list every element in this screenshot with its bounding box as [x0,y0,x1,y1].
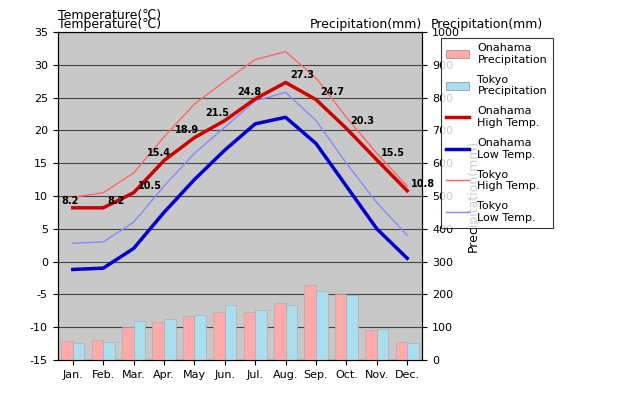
Bar [134,321,145,360]
Bar [365,330,377,360]
Text: 10.8: 10.8 [412,178,435,188]
Bar [305,284,316,360]
Text: 21.5: 21.5 [205,108,229,118]
Tokyo
High Temp. [191,102,198,106]
Text: Temperature(℃): Temperature(℃) [58,18,161,31]
Text: 15.4: 15.4 [147,148,172,158]
Text: Temperature(℃): Temperature(℃) [58,9,161,22]
Onahama
High Temp. [252,96,259,101]
Onahama
Low Temp. [130,246,138,251]
Onahama
High Temp. [69,206,77,210]
Onahama
Low Temp. [312,141,320,146]
Bar [396,342,407,360]
Onahama
High Temp. [221,118,228,123]
Bar [73,343,84,360]
Onahama
Low Temp. [99,266,107,270]
Bar [195,315,206,360]
Onahama
High Temp. [282,80,289,85]
Onahama
Low Temp. [191,177,198,182]
Tokyo
High Temp. [252,57,259,62]
Bar [377,330,388,360]
Tokyo
Low Temp. [221,125,228,130]
Bar [92,340,103,360]
Onahama
High Temp. [160,158,168,163]
Tokyo
High Temp. [403,184,411,188]
Bar [183,316,195,360]
Bar [164,319,175,360]
Tokyo
High Temp. [221,79,228,84]
Tokyo
High Temp. [69,195,77,200]
Tokyo
Low Temp. [312,118,320,123]
Text: 24.8: 24.8 [237,87,261,97]
Text: 18.9: 18.9 [175,126,199,136]
Tokyo
High Temp. [99,190,107,195]
Text: 8.2: 8.2 [61,196,79,206]
Tokyo
Low Temp. [282,90,289,95]
Bar [255,310,267,360]
Tokyo
Low Temp. [373,200,381,205]
Tokyo
Low Temp. [191,151,198,156]
Onahama
High Temp. [130,190,138,195]
Text: Precipitation(mm): Precipitation(mm) [430,18,543,31]
Tokyo
Low Temp. [160,184,168,188]
Onahama
Low Temp. [342,184,350,188]
Bar [122,327,134,360]
Text: 20.3: 20.3 [351,116,374,126]
Bar [225,305,236,360]
Legend: Onahama
Precipitation, Tokyo
Precipitation, Onahama
High Temp., Onahama
Low Temp: Onahama Precipitation, Tokyo Precipitati… [441,38,553,228]
Text: 24.7: 24.7 [320,88,344,98]
Onahama
Low Temp. [69,267,77,272]
Text: Precipitation(mm): Precipitation(mm) [310,18,422,31]
Bar [103,342,115,360]
Tokyo
Low Temp. [99,240,107,244]
Onahama
High Temp. [191,135,198,140]
Onahama
Low Temp. [282,115,289,120]
Tokyo
High Temp. [130,171,138,176]
Onahama
Low Temp. [221,148,228,152]
Bar [244,312,255,360]
Tokyo
Low Temp. [252,98,259,103]
Onahama
High Temp. [403,188,411,193]
Bar [213,312,225,360]
Tokyo
Low Temp. [69,241,77,246]
Bar [335,294,346,360]
Onahama
Low Temp. [403,256,411,261]
Bar [407,343,419,360]
Bar [61,341,73,360]
Onahama
High Temp. [373,158,381,162]
Bar [274,302,285,360]
Line: Tokyo
Low Temp.: Tokyo Low Temp. [73,92,407,243]
Text: 10.5: 10.5 [138,180,162,190]
Text: 8.2: 8.2 [108,196,125,206]
Tokyo
High Temp. [312,76,320,80]
Text: 15.5: 15.5 [381,148,405,158]
Line: Onahama
High Temp.: Onahama High Temp. [73,82,407,208]
Bar [316,291,328,360]
Onahama
Low Temp. [160,210,168,215]
Bar [346,295,358,360]
Onahama
High Temp. [99,206,107,210]
Bar [285,305,297,360]
Tokyo
Low Temp. [403,233,411,238]
Y-axis label: Precipitation(mm): Precipitation(mm) [467,140,480,252]
Onahama
Low Temp. [252,122,259,126]
Bar [152,322,164,360]
Tokyo
Low Temp. [130,220,138,225]
Tokyo
High Temp. [160,134,168,139]
Onahama
Low Temp. [373,226,381,231]
Line: Onahama
Low Temp.: Onahama Low Temp. [73,117,407,270]
Tokyo
High Temp. [342,115,350,120]
Tokyo
Low Temp. [342,161,350,166]
Tokyo
High Temp. [282,49,289,54]
Text: 27.3: 27.3 [290,70,314,80]
Onahama
High Temp. [312,97,320,102]
Onahama
High Temp. [342,126,350,131]
Tokyo
High Temp. [373,151,381,156]
Line: Tokyo
High Temp.: Tokyo High Temp. [73,52,407,197]
